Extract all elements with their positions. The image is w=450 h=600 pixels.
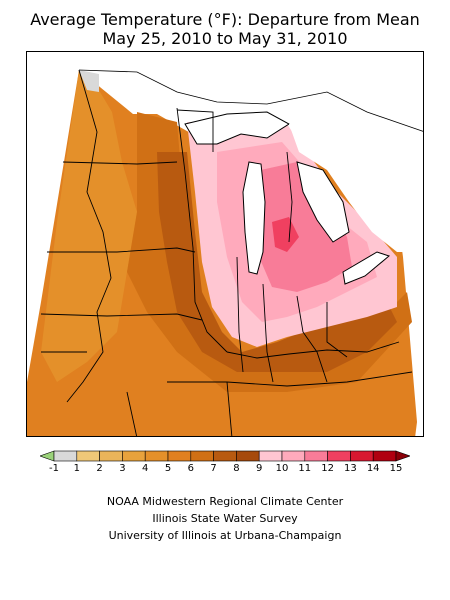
legend-swatch: [304, 450, 328, 462]
temperature-departure-map: [27, 69, 423, 436]
region-departure-1: [79, 70, 99, 92]
legend-label: 12: [321, 463, 334, 474]
legend-label: -1: [49, 463, 59, 474]
legend-swatch: [372, 450, 397, 462]
legend-label: 8: [233, 463, 240, 474]
legend-label: 4: [142, 463, 149, 474]
legend-label: 11: [298, 463, 312, 474]
legend-swatch: [76, 450, 100, 462]
legend-swatch: [122, 450, 146, 462]
lake-erie: [342, 251, 391, 285]
credit-line-noaa: NOAA Midwestern Regional Climate Center: [106, 495, 344, 508]
region-departure-13: [272, 217, 299, 252]
canada-border: [78, 69, 423, 132]
legend-swatch: [258, 450, 283, 462]
color-legend: [40, 450, 410, 462]
legend-swatch: [144, 450, 169, 462]
region-departure-8: [157, 152, 397, 372]
legend-swatch: [53, 450, 78, 462]
legend-label: 5: [164, 463, 172, 474]
legend-swatch: [350, 450, 374, 462]
legend-swatch: [236, 450, 260, 462]
region-departure-12: [249, 162, 352, 292]
credit-line-university: University of Illinois at Urbana-Champai…: [108, 529, 342, 542]
legend-label: 1: [73, 463, 80, 474]
legend-swatch: [327, 450, 351, 462]
legend-swatch: [213, 450, 237, 462]
lake-huron: [296, 161, 350, 243]
legend-label: 15: [389, 463, 403, 474]
unmapped-area-north: [289, 112, 423, 252]
credit-line-isws: Illinois State Water Survey: [152, 512, 298, 525]
legend-label: 7: [210, 463, 217, 474]
legend-label: 2: [96, 463, 103, 474]
map-panel: [26, 51, 424, 437]
state-borders: [40, 69, 413, 436]
legend-label: 3: [119, 463, 126, 474]
legend-swatch: [190, 450, 214, 462]
legend-label: 10: [275, 463, 289, 474]
map-title-line-2: May 25, 2010 to May 31, 2010: [102, 29, 348, 48]
lake-michigan: [242, 161, 266, 275]
legend-swatch: [281, 450, 306, 462]
legend-swatch-low-tip: [40, 450, 55, 462]
legend-swatch-high-tip: [395, 450, 410, 462]
lake-superior: [184, 111, 290, 145]
legend-swatch: [99, 450, 123, 462]
region-departure-5: [41, 70, 137, 382]
legend-label: 6: [187, 463, 194, 474]
legend-label: 13: [344, 463, 357, 474]
legend-label: 9: [256, 463, 263, 474]
map-title-line-1: Average Temperature (°F): Departure from…: [30, 10, 420, 29]
legend-swatch: [167, 450, 192, 462]
legend-label: 14: [366, 463, 380, 474]
